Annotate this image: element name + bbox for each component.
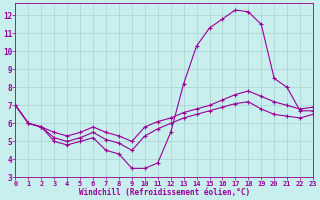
X-axis label: Windchill (Refroidissement éolien,°C): Windchill (Refroidissement éolien,°C) — [79, 188, 250, 197]
